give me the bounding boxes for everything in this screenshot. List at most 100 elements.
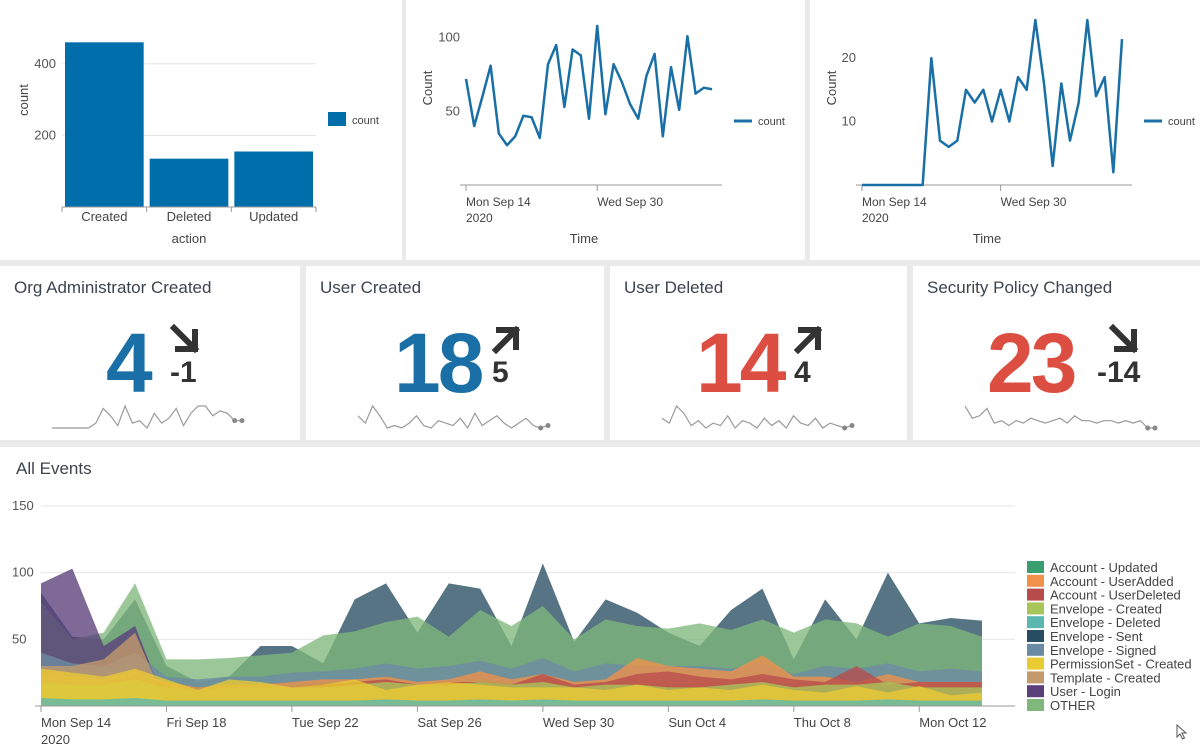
x-axis-label: Time [973,231,1001,246]
sparkline-dot [1152,425,1158,431]
sparkline-dot [545,423,551,429]
legend-label: Account - UserDeleted [1050,588,1181,603]
legend-label: Envelope - Created [1050,601,1162,616]
kpi-sparkline [964,405,1158,431]
sparkline-dot [1145,425,1151,431]
x-tick-label: Wed Sep 30 [543,715,614,730]
kpi-sparkline [52,404,245,430]
legend-swatch [1027,602,1044,615]
kpi-title: User Deleted [624,278,724,297]
kpi-delta: 5 [492,356,509,389]
sparkline-dot [239,418,245,424]
x-tick-label: Updated [249,209,298,224]
legend-label: Template - Created [1050,670,1161,685]
kpi-panel-user-created: User Created 18 5 [306,266,604,440]
y-tick-label: 50 [12,631,26,646]
count-line-panel-2: 10 20 Mon Sep 14 2020 Wed Sep 30 Time Count cou… [810,0,1200,260]
x-axis-label: Time [570,231,598,246]
kpi-value: 18 [394,316,484,410]
count-line-panel-1: 50 100 Mon Sep 14 2020 Wed Sep 30 Time Count co… [406,0,805,260]
y-tick-label: 50 [446,103,460,118]
arrow-up-right-icon [491,325,521,355]
sparkline-dot [232,418,238,424]
legend-label: Envelope - Sent [1050,629,1143,644]
all-events-title: All Events [16,459,92,478]
x-tick-sublabel: 2020 [41,732,70,747]
kpi-value: 14 [696,316,786,410]
sparkline-path [661,404,853,429]
legend-swatch [1027,671,1044,684]
sparkline-dot [538,425,544,431]
legend-swatch [1027,699,1044,711]
sparkline-path [52,404,242,430]
x-tick-label: Thu Oct 8 [794,715,851,730]
y-axis-label: Count [420,70,435,105]
legend-label: count [1168,116,1195,128]
x-tick-label: Created [81,209,127,224]
series-line [464,24,713,147]
count-line-chart-1: 50 100 Mon Sep 14 2020 Wed Sep 30 Time Count co… [420,24,785,246]
kpi-sparkline [357,404,551,431]
legend-swatch [1027,630,1044,642]
all-events-area-chart: 50 100 150 Mon Sep 14 2020 Fri Sep 18 Tue Sep … [12,498,1192,747]
sparkline-dot [849,423,855,429]
legend-label: Account - Updated [1050,560,1158,575]
y-tick-label: 400 [34,56,56,71]
kpi-main: 4 -1 [0,318,300,408]
legend-swatch [1027,561,1044,573]
action-bar-panel: 200 400 Created Deleted Updated action count co… [0,0,402,260]
kpi-main: 23 -14 [913,318,1200,408]
sparkline-path [964,405,1155,429]
kpi-delta: -14 [1097,356,1141,389]
kpi-panel-security-policy-changed: Security Policy Changed 23 -14 [913,266,1200,440]
kpi-panel-org-admin-created: Org Administrator Created 4 -1 [0,266,300,440]
legend-swatch [328,112,346,126]
action-bar-chart: 200 400 Created Deleted Updated action count co… [16,42,379,246]
y-tick-label: 100 [438,30,460,45]
y-axis-label: count [16,84,31,116]
arrow-down-right-icon [169,323,200,354]
kpi-panel-user-deleted: User Deleted 14 4 [610,266,907,440]
x-tick-label: Sun Oct 4 [668,715,726,730]
all-events-panel: All Events 50 100 150 Mon Sep 14 2020 Fri Sep… [0,447,1200,750]
kpi-main: 18 5 [306,318,604,408]
x-tick-label: Mon Oct 12 [919,715,986,730]
x-tick-label: Fri Sep 18 [166,715,226,730]
legend-label: User - Login [1050,684,1121,699]
legend-label: OTHER [1050,698,1096,713]
legend-swatch [1027,616,1044,629]
sparkline-dot [842,425,848,431]
x-tick-label: Sat Sep 26 [417,715,481,730]
area-series [41,668,982,706]
count-line-chart-2: 10 20 Mon Sep 14 2020 Wed Sep 30 Time Count cou… [824,18,1195,246]
x-tick-label: Deleted [167,209,212,224]
kpi-title: Org Administrator Created [14,278,212,297]
y-tick-label: 150 [12,498,34,513]
kpi-main: 14 4 [610,318,907,408]
bar [234,151,313,207]
series-line [862,18,1124,187]
y-tick-label: 100 [12,565,34,580]
y-tick-label: 20 [842,50,856,65]
bar [149,158,229,207]
legend-label: PermissionSet - Created [1050,657,1192,672]
sparkline-path [357,404,549,430]
x-tick-label: Wed Sep 30 [1001,195,1067,209]
kpi-title: Security Policy Changed [927,278,1113,297]
x-tick-sublabel: 2020 [862,211,889,225]
legend-label: Envelope - Deleted [1050,615,1161,630]
y-tick-label: 10 [842,114,856,129]
kpi-title: User Created [320,278,422,297]
legend-label: Account - UserAdded [1050,574,1174,589]
kpi-value: 4 [106,316,153,410]
legend-swatch [1027,685,1044,698]
x-tick-label: Tue Sep 22 [292,715,359,730]
mouse-cursor-icon [1176,724,1188,740]
legend-label: Envelope - Signed [1050,643,1156,658]
legend-swatch [1027,657,1044,670]
x-tick-label: Wed Sep 30 [597,195,663,209]
x-tick-label: Mon Sep 14 [41,715,111,730]
x-tick-sublabel: 2020 [466,211,493,225]
arrow-up-right-icon [793,325,823,355]
kpi-delta: 4 [794,356,811,389]
